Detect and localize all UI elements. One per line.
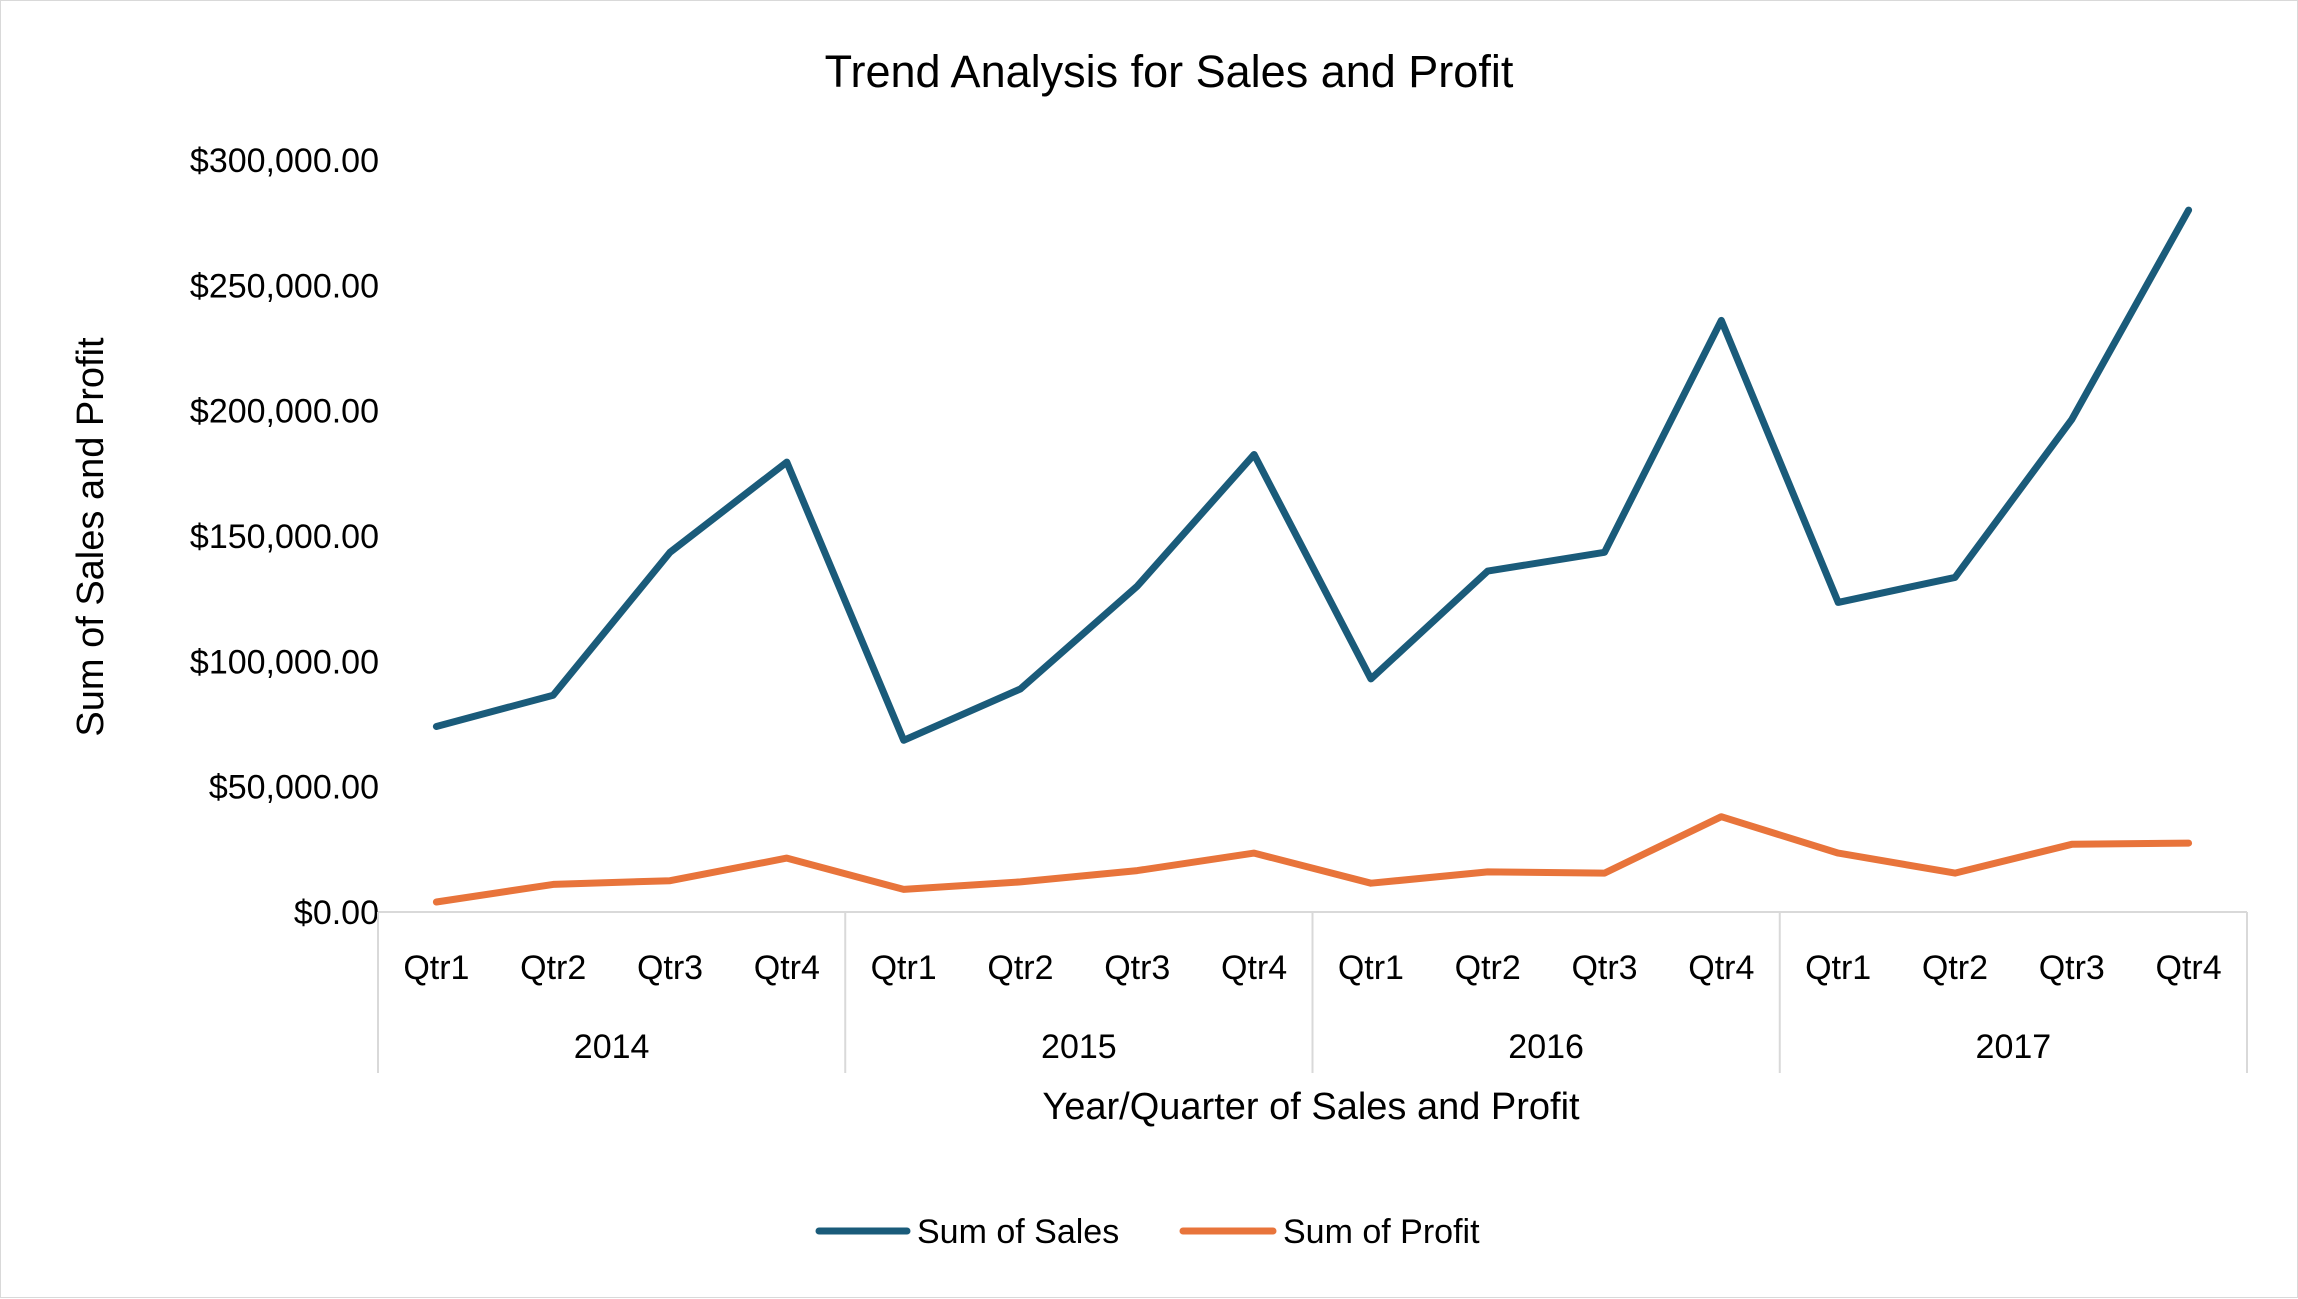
- y-tick-label: $150,000.00: [190, 518, 379, 556]
- legend-label: Sum of Profit: [1283, 1213, 1480, 1251]
- legend-label: Sum of Sales: [917, 1213, 1119, 1251]
- x-tick-label: Qtr4: [754, 949, 820, 987]
- x-group-label: 2015: [1041, 1028, 1117, 1066]
- y-axis-tick-labels: $0.00 $50,000.00 $100,000.00 $150,000.00 $20…: [190, 142, 379, 932]
- y-axis-title: Sum of Sales and Profit: [70, 337, 112, 737]
- series-lines: [432, 206, 2193, 906]
- x-tick-label: Qtr2: [1922, 949, 1988, 987]
- y-tick-label: $300,000.00: [190, 142, 379, 180]
- x-tick-label: Qtr4: [1221, 949, 1287, 987]
- x-axis-year-labels: 2014 2015 2016 2017: [574, 1028, 2051, 1066]
- x-tick-label: Qtr2: [987, 949, 1053, 987]
- chart-title: Trend Analysis for Sales and Profit: [825, 46, 1514, 97]
- x-tick-label: Qtr1: [871, 949, 937, 987]
- x-tick-label: Qtr4: [2156, 949, 2222, 987]
- x-tick-label: Qtr1: [1338, 949, 1404, 987]
- y-tick-label: $250,000.00: [190, 267, 379, 305]
- y-tick-label: $200,000.00: [190, 393, 379, 431]
- x-axis-tick-labels: Qtr1 Qtr2 Qtr3 Qtr4 Qtr1 Qtr2 Qtr3 Qtr4 Qtr1 Qtr2…: [403, 949, 2221, 987]
- legend-item: Sum of Profit: [1179, 1213, 1480, 1251]
- x-tick-label: Qtr3: [1571, 949, 1637, 987]
- x-tick-label: Qtr3: [637, 949, 703, 987]
- legend-item: Sum of Sales: [815, 1213, 1119, 1251]
- x-group-label: 2016: [1508, 1028, 1584, 1066]
- series-line-sales: [432, 206, 2193, 744]
- y-tick-label: $100,000.00: [190, 643, 379, 681]
- y-tick-label: $50,000.00: [209, 769, 379, 807]
- x-tick-label: Qtr2: [520, 949, 586, 987]
- x-tick-label: Qtr1: [403, 949, 469, 987]
- x-tick-label: Qtr3: [1104, 949, 1170, 987]
- x-tick-label: Qtr4: [1688, 949, 1754, 987]
- x-tick-label: Qtr3: [2039, 949, 2105, 987]
- y-tick-label: $0.00: [294, 894, 379, 932]
- series-line-profit: [432, 813, 2193, 906]
- x-group-label: 2017: [1976, 1028, 2052, 1066]
- x-group-label: 2014: [574, 1028, 650, 1066]
- x-axis-title: Year/Quarter of Sales and Profit: [1042, 1086, 1580, 1128]
- x-tick-label: Qtr2: [1455, 949, 1521, 987]
- legend: Sum of Sales Sum of Profit: [815, 1213, 1480, 1251]
- x-tick-label: Qtr1: [1805, 949, 1871, 987]
- x-axis: [377, 911, 2248, 1073]
